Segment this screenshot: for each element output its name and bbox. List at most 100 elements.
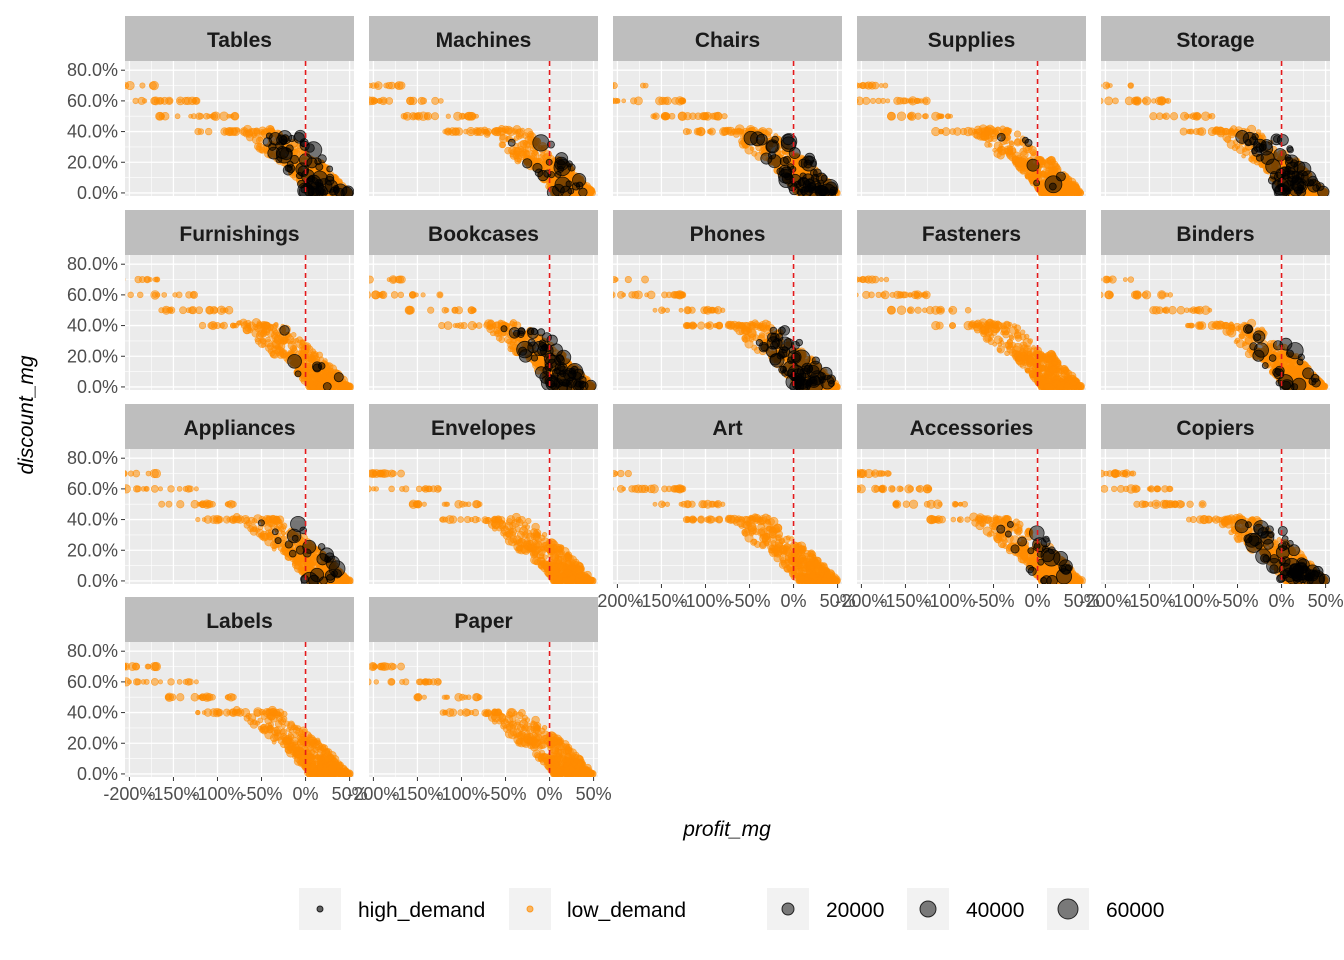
data-point [1040, 170, 1047, 177]
data-point [628, 291, 636, 299]
data-point [1284, 165, 1292, 173]
data-point [326, 165, 334, 173]
data-point [780, 133, 798, 150]
data-point [280, 353, 287, 359]
data-point [460, 113, 467, 120]
data-point [356, 81, 365, 90]
data-point [431, 112, 440, 121]
points [857, 275, 1086, 390]
data-point [207, 322, 215, 330]
data-point [427, 306, 435, 314]
data-point [420, 292, 426, 298]
data-point [541, 343, 549, 351]
data-point [315, 185, 328, 196]
data-point [931, 111, 941, 121]
data-point [291, 345, 298, 351]
data-point [996, 132, 1006, 142]
data-point [125, 293, 126, 297]
data-point [102, 83, 107, 88]
facet-title: Supplies [928, 29, 1016, 52]
data-point [418, 111, 428, 121]
points [89, 80, 354, 196]
data-point [1092, 98, 1098, 104]
data-point [100, 276, 106, 282]
data-point [984, 130, 991, 137]
data-point [517, 151, 527, 160]
data-point [857, 292, 859, 298]
data-point [99, 82, 106, 89]
points [605, 275, 841, 390]
data-point [605, 277, 610, 282]
data-point [136, 291, 144, 299]
data-point [1090, 82, 1097, 89]
data-point [85, 276, 91, 282]
data-point [444, 127, 453, 136]
data-point [706, 129, 712, 135]
data-point [154, 277, 160, 283]
data-point [1007, 148, 1013, 155]
data-point [99, 278, 103, 282]
data-point [766, 140, 779, 153]
data-point [871, 81, 880, 90]
data-point [1086, 82, 1092, 88]
data-point [613, 97, 616, 105]
data-point [93, 277, 99, 283]
data-point [748, 337, 755, 343]
data-point [770, 341, 779, 350]
y-tick-label: 20.0% [67, 346, 118, 366]
data-point [206, 306, 214, 315]
data-point [438, 321, 446, 330]
data-point [801, 362, 814, 375]
data-point [290, 332, 297, 338]
data-point [781, 369, 789, 377]
data-point [682, 128, 690, 136]
data-point [321, 373, 328, 380]
data-point [658, 306, 666, 314]
data-point [195, 112, 203, 120]
data-point [357, 82, 365, 90]
data-point [99, 275, 107, 283]
data-point [893, 96, 902, 105]
data-point [527, 338, 536, 347]
data-point [738, 328, 745, 335]
y-tick-label: 80.0% [67, 254, 118, 274]
data-point [269, 350, 276, 357]
data-point [742, 335, 748, 341]
data-point [652, 307, 658, 313]
data-point [125, 83, 127, 88]
data-point [174, 113, 181, 120]
data-point [451, 127, 461, 136]
data-point [91, 276, 99, 284]
data-point [802, 179, 817, 193]
data-point [776, 351, 785, 360]
data-point [445, 113, 451, 119]
facet-strip [125, 210, 354, 255]
data-point [289, 338, 297, 345]
data-point [134, 275, 142, 284]
data-point [78, 277, 84, 283]
y-tick-label: 0.0% [77, 183, 118, 203]
facet-strip [1101, 16, 1330, 61]
data-point [287, 354, 302, 369]
data-point [127, 291, 134, 299]
data-point [729, 320, 739, 330]
data-point [179, 306, 187, 315]
data-point [567, 163, 576, 172]
data-point [697, 127, 706, 136]
data-point [188, 113, 193, 119]
data-point [808, 376, 816, 384]
data-point [996, 151, 1005, 160]
data-point [751, 150, 758, 157]
data-point [778, 164, 792, 178]
data-point [83, 277, 89, 283]
data-point [89, 83, 95, 89]
data-point [493, 326, 501, 335]
data-point [914, 97, 921, 105]
data-point [1020, 150, 1029, 159]
data-point [857, 99, 858, 102]
data-point [305, 362, 312, 369]
data-point [641, 275, 649, 284]
data-point [896, 111, 907, 121]
data-point [167, 306, 176, 314]
data-point [257, 142, 263, 148]
